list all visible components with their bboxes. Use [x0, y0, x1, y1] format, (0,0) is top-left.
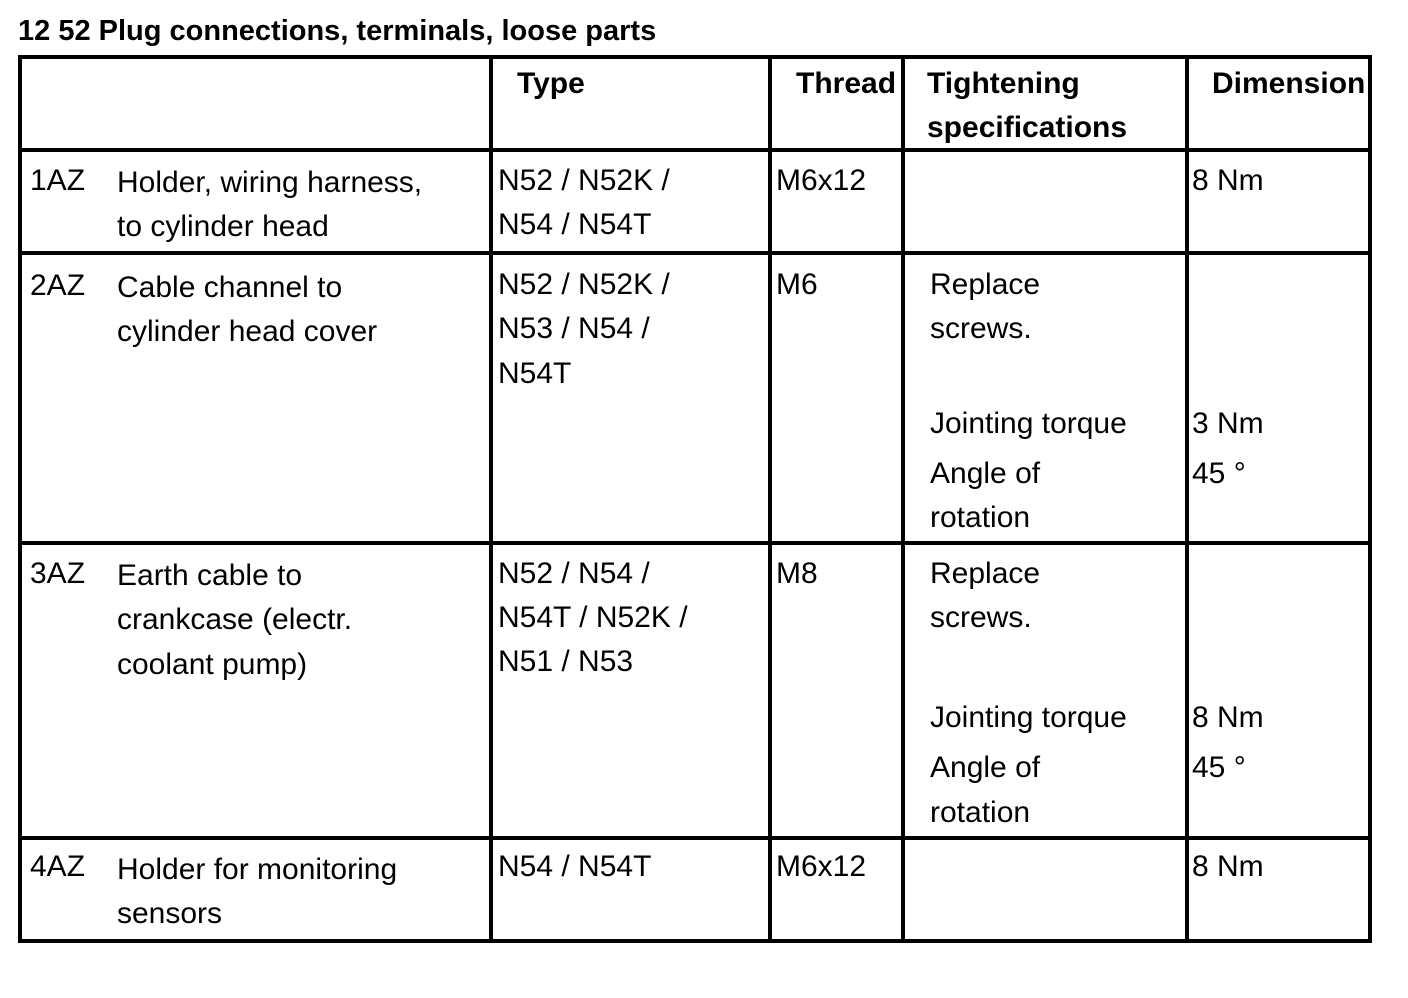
row-type: N52 / N52K /	[498, 268, 670, 301]
row-spec: screws.	[930, 601, 1032, 634]
row-spec: Replace	[930, 557, 1041, 590]
row-description: Cable channel to	[117, 271, 343, 304]
row-spec: screws.	[930, 312, 1032, 345]
header-dimension: Dimension	[1212, 67, 1366, 100]
row-spec: rotation	[930, 501, 1031, 534]
row-thread: M6	[776, 268, 818, 301]
row-id: 3AZ	[30, 557, 86, 590]
row-description: crankcase (electr.	[117, 603, 353, 636]
row-description: coolant pump)	[117, 648, 308, 681]
row-description: sensors	[117, 897, 223, 930]
row-type: N54T	[498, 357, 572, 390]
row-thread: M8	[776, 557, 818, 590]
row-spec: Angle of	[930, 751, 1041, 784]
row-dimension: 3 Nm	[1192, 407, 1264, 440]
row-description: cylinder head cover	[117, 315, 378, 348]
column-divider	[1185, 55, 1189, 943]
row-spec: Jointing torque	[930, 407, 1127, 440]
row-dimension: 45 °	[1192, 751, 1246, 784]
row-dimension: 8 Nm	[1192, 850, 1264, 883]
row-dimension: 8 Nm	[1192, 164, 1264, 197]
row-id: 1AZ	[30, 164, 86, 197]
row-type: N54 / N54T	[498, 208, 652, 241]
row-dimension: 8 Nm	[1192, 701, 1264, 734]
row-description: Holder, wiring harness,	[117, 166, 423, 199]
column-divider	[901, 55, 905, 943]
row-type: N52 / N52K /	[498, 164, 670, 197]
row-type: N51 / N53	[498, 645, 634, 678]
table-border-left	[18, 55, 22, 943]
row-description: to cylinder head	[117, 210, 329, 243]
row-id: 4AZ	[30, 850, 86, 883]
row-id: 2AZ	[30, 269, 86, 302]
row-description: Earth cable to	[117, 559, 303, 592]
header-tightening: specifications	[927, 111, 1128, 144]
row-spec: rotation	[930, 796, 1031, 829]
row-type: N52 / N54 /	[498, 557, 650, 590]
row-divider	[18, 148, 1372, 152]
header-tightening: Tightening	[927, 67, 1080, 100]
row-divider	[18, 251, 1372, 255]
header-thread: Thread	[796, 67, 897, 100]
row-spec: Angle of	[930, 457, 1041, 490]
row-type: N54 / N54T	[498, 850, 652, 883]
row-type: N54T / N52K /	[498, 601, 688, 634]
row-description: Holder for monitoring	[117, 853, 398, 886]
row-divider	[18, 541, 1372, 545]
row-spec: Jointing torque	[930, 701, 1127, 734]
row-thread: M6x12	[776, 850, 867, 883]
row-type: N53 / N54 /	[498, 312, 650, 345]
page-title: 12 52 Plug connections, terminals, loose…	[18, 15, 657, 47]
table-border-right	[1368, 55, 1372, 943]
row-divider	[18, 836, 1372, 840]
row-spec: Replace	[930, 268, 1041, 301]
column-divider	[768, 55, 772, 943]
column-divider	[489, 55, 493, 943]
table-border-bottom	[18, 939, 1372, 943]
header-type: Type	[517, 67, 585, 100]
row-thread: M6x12	[776, 164, 867, 197]
table-border-top	[18, 55, 1372, 59]
row-dimension: 45 °	[1192, 457, 1246, 490]
